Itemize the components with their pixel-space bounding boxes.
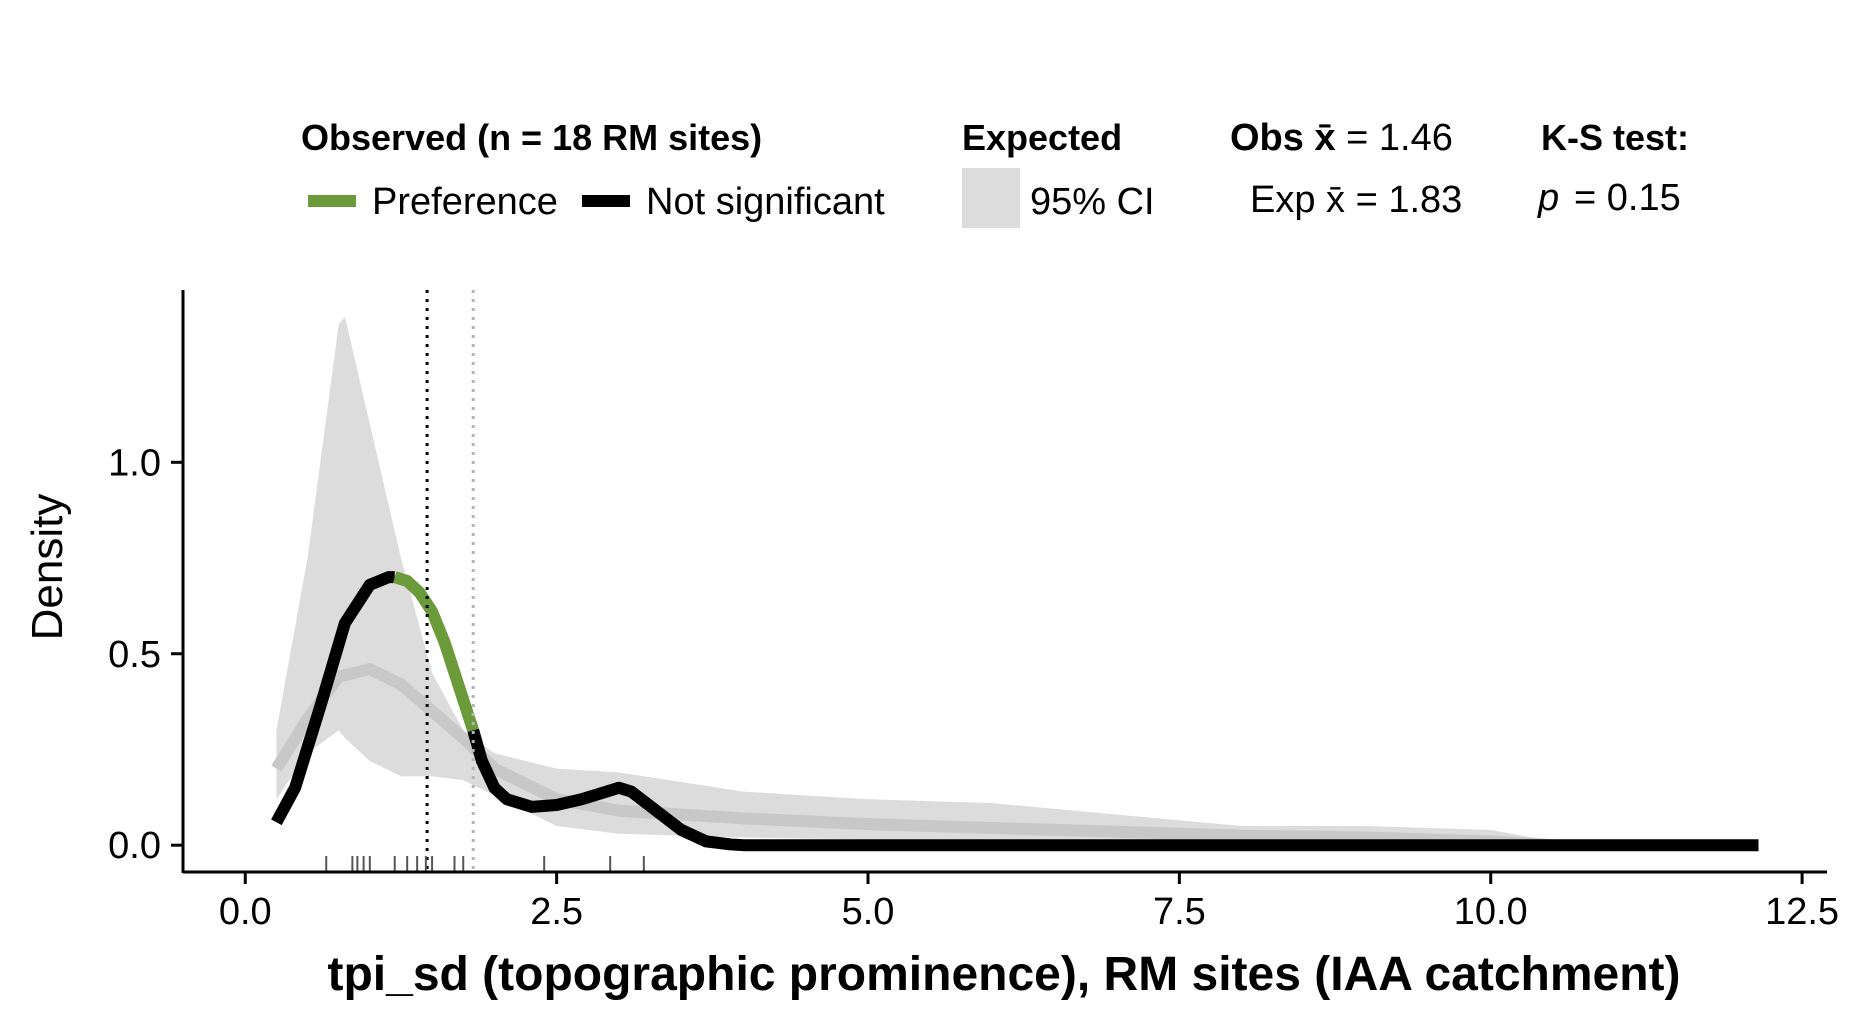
legend: Observed (n = 18 RM sites) Preference No… xyxy=(301,117,1689,228)
legend-ks-p-value: = 0.15 xyxy=(1574,177,1681,219)
expected-density-line-0 xyxy=(271,663,1554,852)
x-tick-label: 0.0 xyxy=(219,891,272,933)
x-tick-label: 12.5 xyxy=(1765,891,1839,933)
not-significant-density-line-1 xyxy=(271,571,395,826)
plot-area xyxy=(271,290,1759,872)
legend-obs-mean-label: Obs x̄ = 1.46 xyxy=(1230,117,1453,159)
legend-observed-title: Observed (n = 18 RM sites) xyxy=(301,117,762,158)
x-axis-title: tpi_sd (topographic prominence), RM site… xyxy=(327,948,1680,1001)
legend-preference-swatch xyxy=(308,195,356,207)
y-tick-label: 1.0 xyxy=(108,442,161,484)
legend-expected-title: Expected xyxy=(962,117,1122,158)
legend-not-significant-label: Not significant xyxy=(646,181,885,223)
legend-obs-mean-symbol: x̄ xyxy=(1314,117,1335,159)
x-tick-label: 10.0 xyxy=(1454,891,1528,933)
y-axis-title: Density xyxy=(23,494,72,641)
legend-preference-label: Preference xyxy=(372,181,558,223)
legend-obs-mean-value: = 1.46 xyxy=(1336,117,1453,159)
axes: 0.0 2.5 5.0 7.5 10.0 12.5 0.0 0.5 1.0 xyxy=(108,442,1839,933)
legend-exp-mean-label: Exp x̄ = 1.83 xyxy=(1250,179,1462,221)
not-significant-density-line-3 xyxy=(467,728,1759,852)
legend-ks-title: K-S test: xyxy=(1541,117,1689,158)
legend-ci-label: 95% CI xyxy=(1030,181,1155,223)
x-tick-label: 2.5 xyxy=(530,891,583,933)
ci-band-area xyxy=(276,316,1554,846)
y-tick-label: 0.5 xyxy=(108,634,161,676)
x-tick-label: 7.5 xyxy=(1153,891,1206,933)
legend-ks-p-symbol: p xyxy=(1537,177,1559,219)
y-tick-label: 0.0 xyxy=(108,825,161,867)
legend-not-significant-swatch xyxy=(582,195,630,207)
x-tick-label: 5.0 xyxy=(842,891,895,933)
legend-ci-swatch xyxy=(962,168,1020,228)
preference-density-line-2 xyxy=(392,571,479,733)
